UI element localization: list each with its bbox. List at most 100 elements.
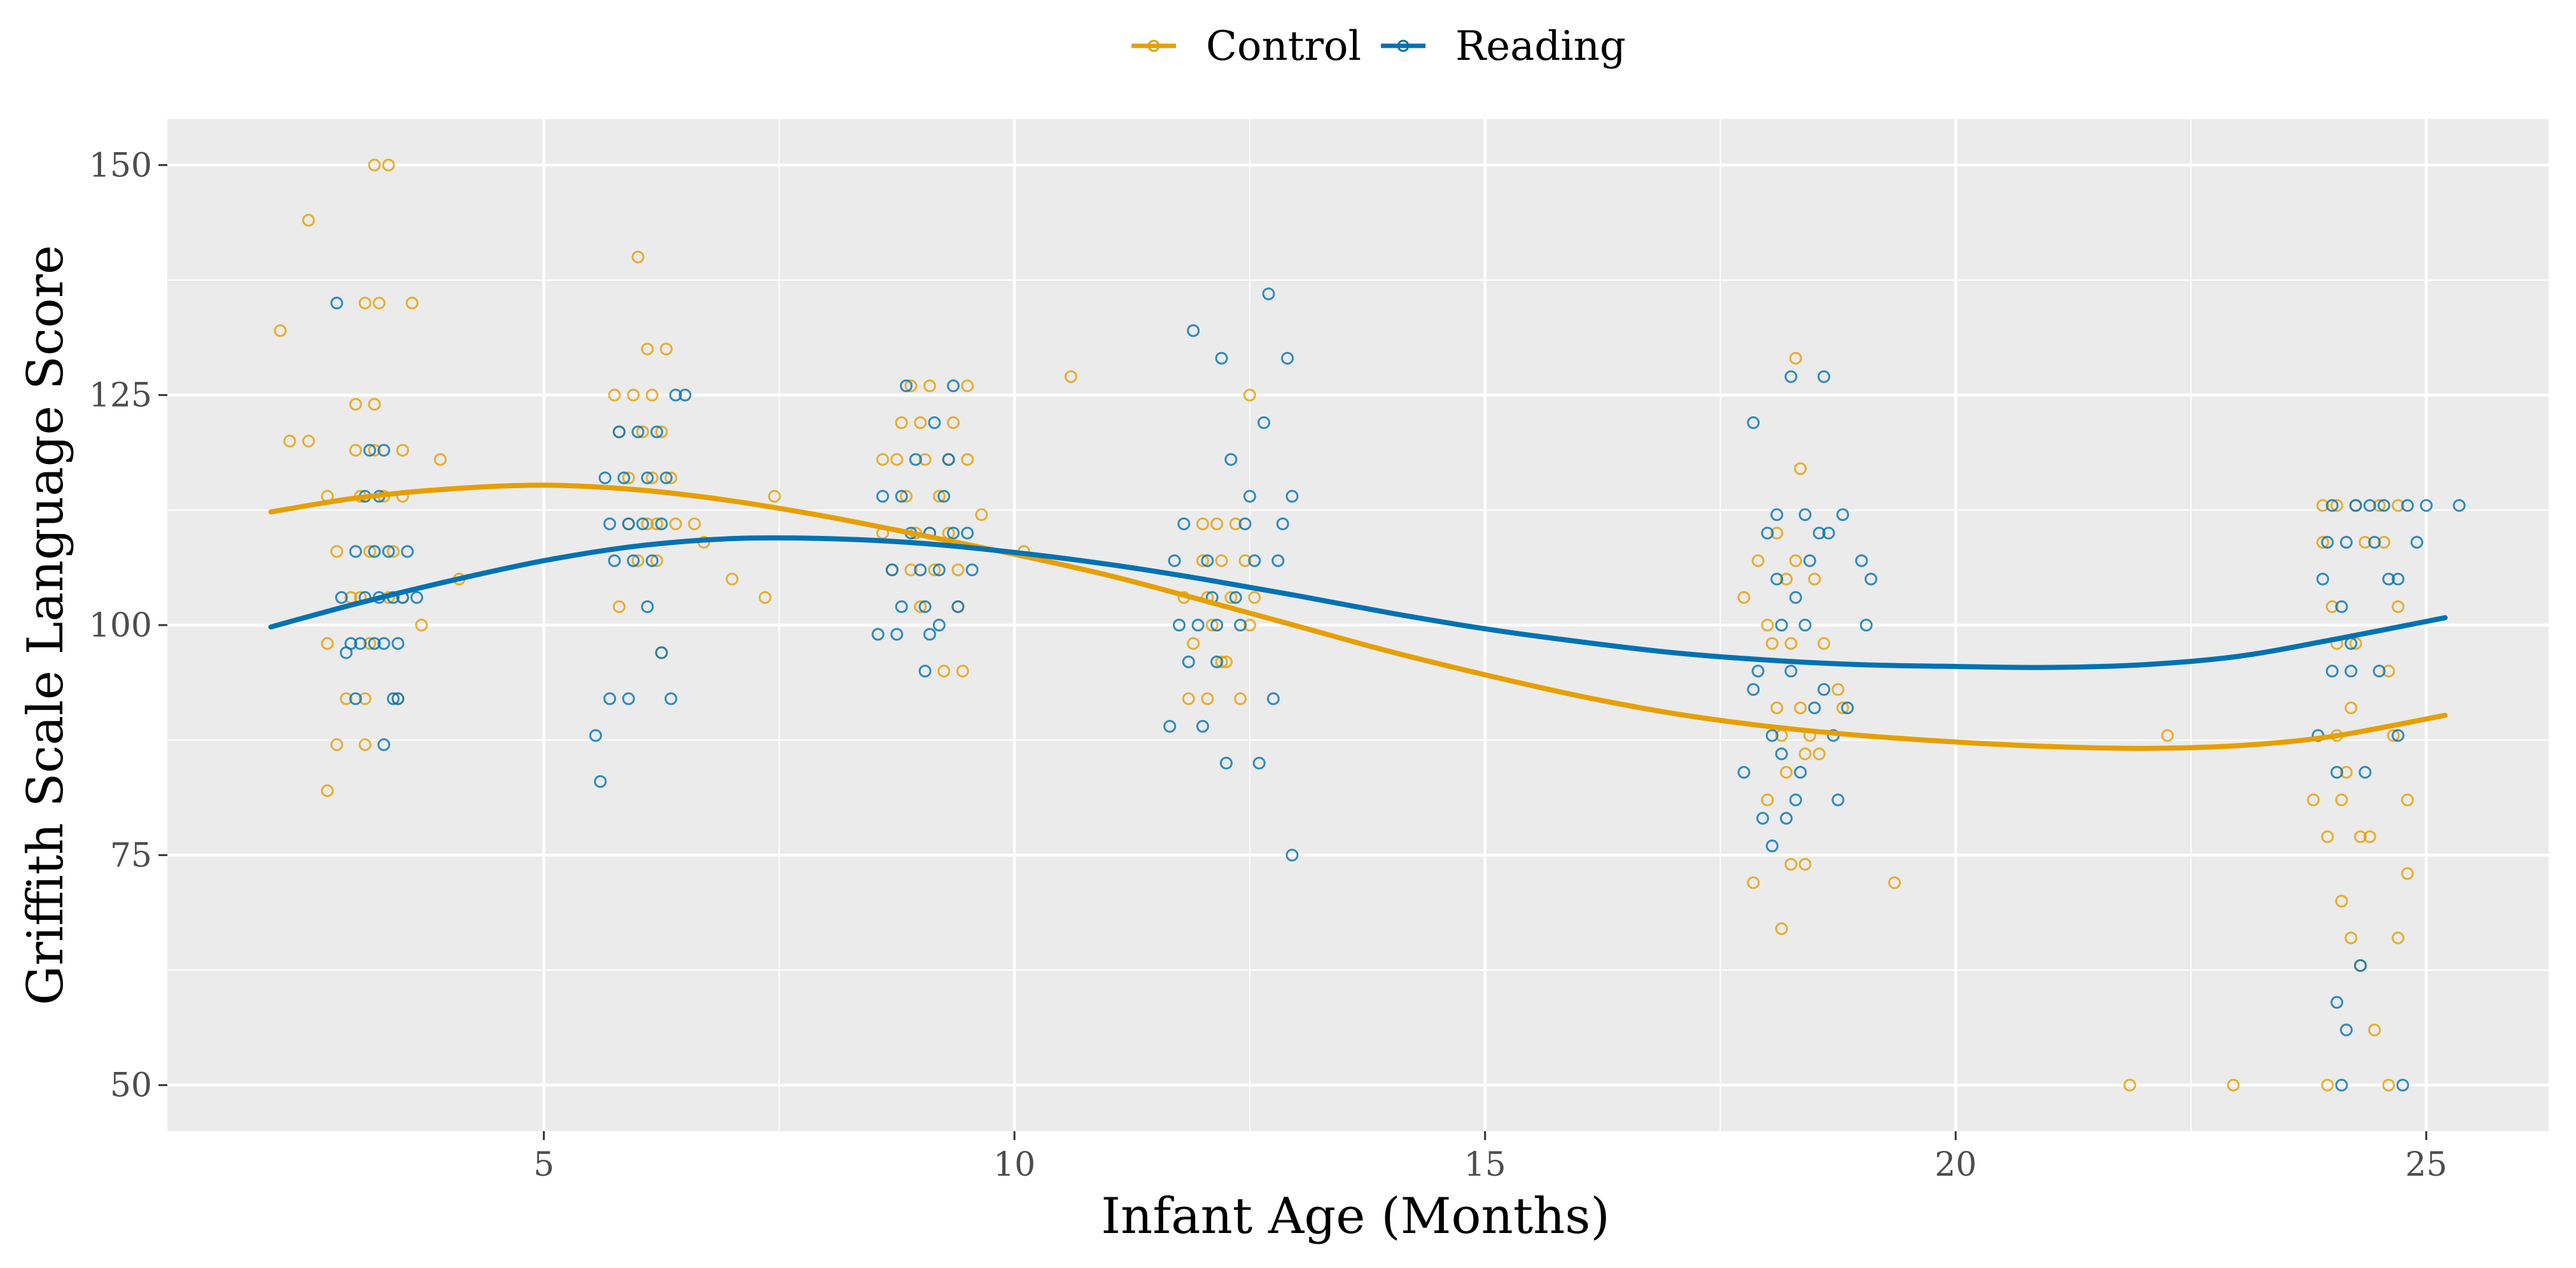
data-point-reading: [1163, 720, 1177, 733]
legend-item-control[interactable]: Control: [1131, 23, 1361, 70]
data-point-control: [1831, 683, 1845, 696]
data-point-control: [2391, 499, 2405, 512]
data-point-reading: [2391, 572, 2405, 586]
data-point-control: [1765, 637, 1779, 650]
data-point-control: [1770, 526, 1784, 540]
data-point-control: [923, 379, 937, 393]
data-point-reading: [2372, 665, 2386, 678]
data-point-control: [1243, 388, 1256, 402]
data-point-reading: [1836, 508, 1849, 521]
data-point-reading: [603, 518, 617, 530]
data-point-control: [2325, 600, 2339, 614]
legend-label-control: Control: [1206, 23, 1361, 70]
data-point-control: [1215, 655, 1228, 668]
data-point-control: [1789, 554, 1802, 567]
data-point-reading: [2382, 572, 2395, 586]
smooth-curves: [268, 483, 2448, 751]
data-point-control: [386, 545, 400, 558]
data-point-reading: [622, 518, 635, 530]
data-point-control: [1210, 518, 1224, 530]
data-point-control: [2321, 830, 2334, 843]
data-point-reading: [2363, 499, 2376, 512]
data-point-reading: [900, 379, 913, 393]
data-point-control: [358, 297, 372, 310]
data-point-control: [274, 324, 287, 337]
legend-label-reading: Reading: [1455, 23, 1626, 70]
data-point-reading: [377, 444, 391, 457]
data-point-control: [636, 425, 649, 439]
data-point-reading: [2349, 499, 2362, 512]
data-point-reading: [876, 490, 890, 503]
data-point-control: [650, 554, 664, 567]
data-point-reading: [1747, 416, 1760, 429]
data-point-reading: [669, 388, 682, 402]
data-point-reading: [1747, 683, 1760, 696]
data-point-reading: [1794, 766, 1807, 779]
data-point-control: [2340, 766, 2353, 779]
data-point-control: [1234, 692, 1247, 705]
data-point-reading: [1257, 416, 1271, 429]
data-point-reading: [1798, 619, 1812, 631]
data-point-control: [1761, 793, 1774, 807]
data-point-control: [1215, 554, 1228, 567]
data-point-reading: [678, 388, 692, 402]
data-point-reading: [2358, 766, 2372, 779]
data-point-control: [1187, 637, 1200, 650]
data-point-control: [928, 563, 941, 577]
data-point-control: [283, 434, 297, 447]
data-point-control: [1770, 701, 1784, 715]
data-point-reading: [401, 545, 414, 558]
data-point-reading: [965, 563, 979, 577]
data-point-reading: [386, 692, 400, 705]
data-point-reading: [1187, 324, 1200, 337]
data-point-reading: [1215, 351, 1228, 365]
data-point-control: [612, 600, 626, 614]
data-point-control: [608, 388, 621, 402]
data-point-reading: [1775, 747, 1788, 761]
data-point-control: [1064, 370, 1077, 383]
data-point-control: [1238, 554, 1252, 567]
data-point-control: [641, 518, 654, 530]
data-point-control: [340, 692, 353, 705]
data-point-reading: [391, 692, 405, 705]
data-point-reading: [627, 554, 640, 567]
y-axis: 50 75 100 125 150: [89, 146, 167, 1105]
data-point-control: [900, 490, 913, 503]
data-point-reading: [947, 526, 960, 540]
data-point-reading: [1765, 839, 1779, 852]
data-point-reading: [368, 545, 381, 558]
data-point-reading: [349, 545, 362, 558]
x-tick-label: 10: [993, 1146, 1035, 1184]
data-point-control: [669, 518, 682, 530]
legend: Control Reading: [1131, 23, 1626, 70]
data-point-control: [659, 342, 673, 356]
data-point-reading: [895, 490, 908, 503]
data-point-reading: [377, 738, 391, 751]
data-point-reading: [1266, 692, 1280, 705]
data-point-control: [622, 471, 635, 484]
data-point-reading: [1765, 729, 1779, 742]
data-point-reading: [1817, 370, 1831, 383]
data-point-control: [2160, 729, 2174, 742]
data-point-control: [876, 453, 890, 466]
data-point-reading: [1229, 591, 1242, 604]
data-point-reading: [1756, 812, 1769, 825]
data-point-reading: [1182, 655, 1195, 668]
data-point-control: [650, 518, 664, 530]
legend-item-reading[interactable]: Reading: [1381, 23, 1626, 70]
data-point-control: [1201, 692, 1214, 705]
legend-key-reading-marker: [1397, 39, 1410, 52]
data-point-control: [2377, 535, 2391, 549]
data-point-control: [2307, 793, 2320, 807]
data-point-control: [961, 379, 974, 393]
data-point-reading: [1285, 490, 1299, 503]
data-point-control: [382, 158, 395, 172]
data-point-control: [1798, 857, 1812, 871]
data-point-control: [1205, 619, 1219, 631]
data-point-control: [372, 297, 386, 310]
data-point-control: [2391, 931, 2405, 945]
data-point-reading: [641, 471, 654, 484]
data-point-control: [1794, 462, 1807, 476]
data-point-control: [631, 554, 645, 567]
